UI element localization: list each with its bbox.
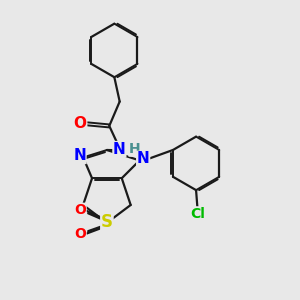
Text: O: O — [74, 227, 86, 241]
Text: N: N — [137, 152, 149, 166]
Text: O: O — [74, 203, 86, 217]
Text: N: N — [73, 148, 86, 164]
Text: O: O — [74, 116, 87, 131]
Text: S: S — [101, 213, 113, 231]
Text: N: N — [113, 142, 126, 157]
Text: H: H — [129, 142, 141, 156]
Text: Cl: Cl — [190, 207, 205, 221]
